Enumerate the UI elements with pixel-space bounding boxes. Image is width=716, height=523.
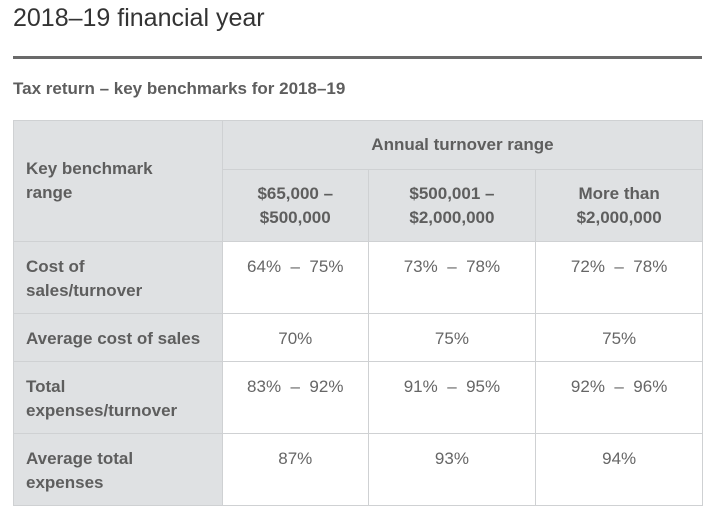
- column-header: $500,001 – $2,000,000: [367, 169, 537, 242]
- table-cell: 70%: [221, 313, 369, 362]
- table-cell: 93%: [367, 433, 537, 506]
- table-row: Cost of sales/turnover 64% – 75% 73% – 7…: [13, 241, 703, 314]
- table-cell: 75%: [367, 313, 537, 362]
- row-header: Average total expenses: [13, 433, 223, 506]
- table-cell: 83% – 92%: [221, 361, 369, 434]
- table-cell: 72% – 78%: [535, 241, 703, 314]
- group-header: Annual turnover range: [221, 120, 704, 170]
- table-title: Tax return – key benchmarks for 2018–19: [13, 79, 346, 98]
- corner-header: Key benchmark range: [13, 120, 223, 242]
- table-cell: 64% – 75%: [221, 241, 369, 314]
- table-cell: 75%: [535, 313, 703, 362]
- row-header: Cost of sales/turnover: [13, 241, 223, 314]
- row-header: Average cost of sales: [13, 313, 223, 362]
- column-header: $65,000 – $500,000: [221, 169, 369, 242]
- table-cell: 94%: [535, 433, 703, 506]
- table-row: Total expenses/turnover 83% – 92% 91% – …: [13, 361, 703, 434]
- row-header: Total expenses/turnover: [13, 361, 223, 434]
- table-cell: 91% – 95%: [367, 361, 537, 434]
- page-title: 2018–19 financial year: [13, 4, 265, 32]
- table-row: Average total expenses 87% 93% 94%: [13, 433, 703, 506]
- table-cell: 87%: [221, 433, 369, 506]
- benchmarks-table: Key benchmark range Annual turnover rang…: [13, 120, 704, 506]
- table-cell: 92% – 96%: [535, 361, 703, 434]
- table-row: Average cost of sales 70% 75% 75%: [13, 313, 703, 362]
- table-cell: 73% – 78%: [367, 241, 537, 314]
- column-header: More than $2,000,000: [535, 169, 703, 242]
- divider: [13, 56, 702, 59]
